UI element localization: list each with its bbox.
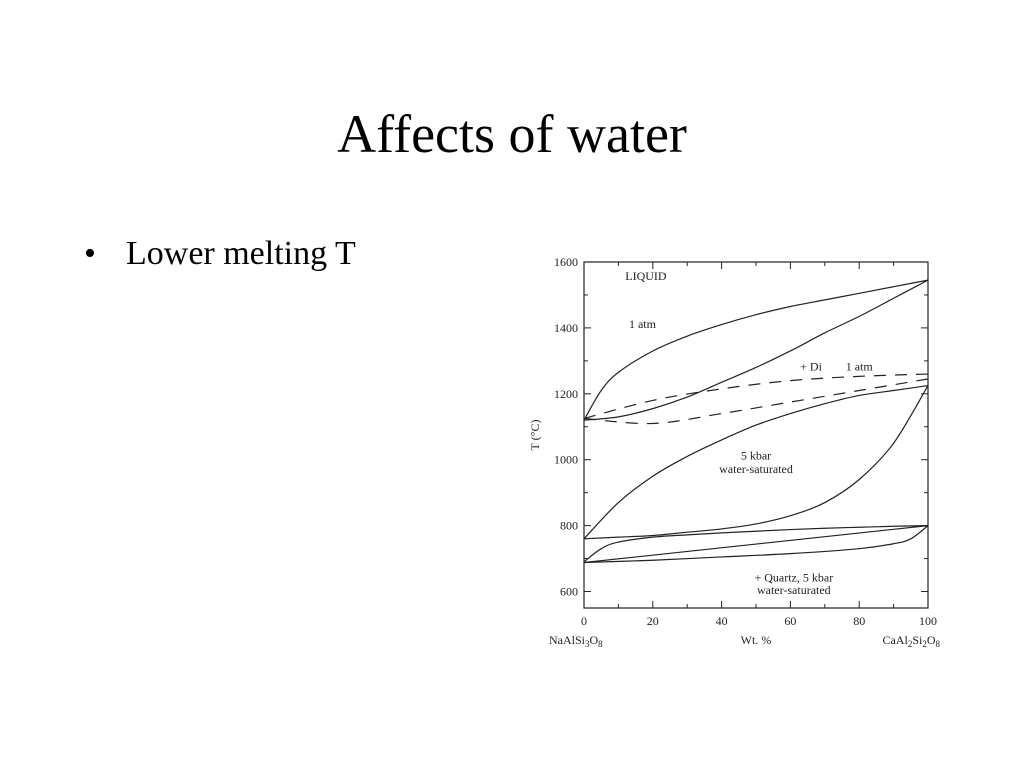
annotation-label: + Quartz, 5 kbar [754,571,833,585]
y-axis-label: T (°C) [528,420,542,451]
slide-title: Affects of water [337,104,687,164]
y-tick-label: 1600 [554,255,578,269]
annotation-label: water-saturated [757,583,831,597]
phase-diagram-chart: 0 20 40 60 80 100 600 800 1000 1200 1400 1600 Wt. % T… [515,245,955,655]
x-axis-label: Wt. % [741,633,772,647]
x-end-label-left: NaAlSi3O8 [549,633,603,649]
series-qz-lower [583,525,929,564]
series-solidus-5kbar [583,385,929,540]
annotation-label: water-saturated [719,462,793,476]
x-tick-label: 60 [784,614,796,628]
bullet-dot-icon: • [84,235,96,272]
bullet-text: Lower melting T [126,235,356,272]
annotation-label: 5 kbar [741,449,771,463]
y-tick-label: 600 [560,585,578,599]
y-tick-label: 1200 [554,387,578,401]
annotation-label: LIQUID [625,269,667,283]
bullet-list: • Lower melting T [84,232,356,276]
series-qz-upper [583,525,929,563]
series-diopside-upper [583,373,929,420]
x-tick-label: 20 [647,614,659,628]
annotation-label: + Di [800,360,822,374]
y-tick-label: 800 [560,519,578,533]
bullet-item: • Lower melting T [84,232,356,276]
annotation-label: 1 atm [846,360,874,374]
series-liquidus-5kbar [583,384,929,540]
y-tick-label: 1000 [554,453,578,467]
x-end-label-right: CaAl2Si2O8 [882,633,940,649]
series-liquidus-1atm [583,279,929,421]
phase-diagram-svg: 0 20 40 60 80 100 600 800 1000 1200 1400 1600 Wt. % T… [528,255,941,649]
plot-frame [583,261,929,609]
series-qz-horizontal [583,525,929,564]
series-solidus-1atm [583,279,929,421]
x-tick-label: 40 [716,614,728,628]
annotation-label: 1 atm [629,317,657,331]
x-tick-label: 0 [581,614,587,628]
x-tick-label: 80 [853,614,865,628]
x-tick-label: 100 [919,614,937,628]
y-tick-label: 1400 [554,321,578,335]
series-diopside-lower [583,378,929,425]
